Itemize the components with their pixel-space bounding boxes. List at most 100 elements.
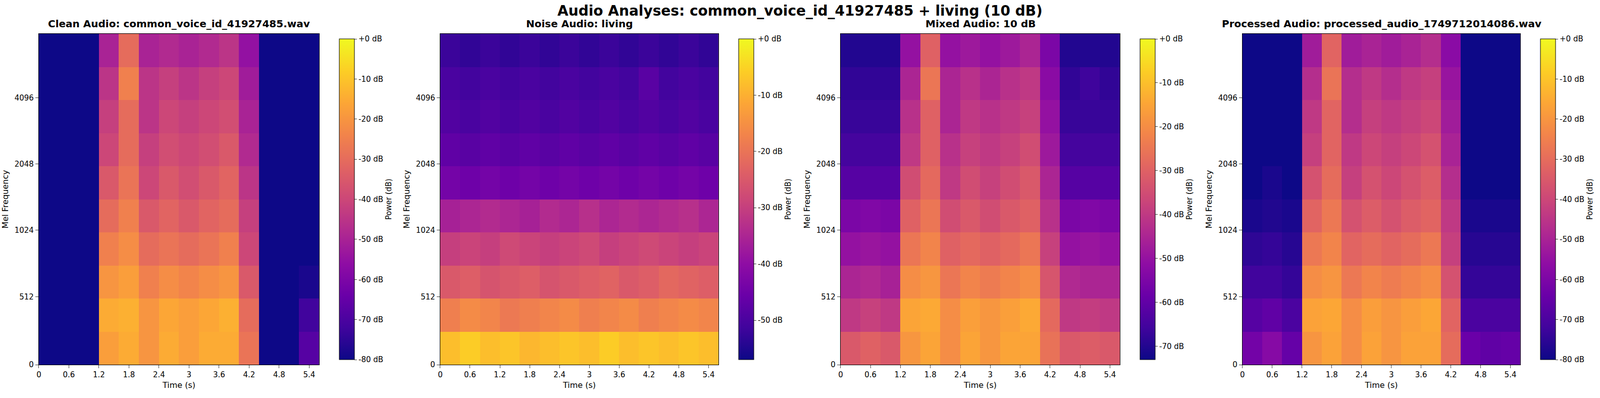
svg-text:Power (dB): Power (dB) [1585, 178, 1595, 221]
svg-text:512: 512 [420, 292, 436, 302]
svg-text:-10 dB: -10 dB [1159, 78, 1184, 88]
svg-text:Mel Frequency: Mel Frequency [1204, 170, 1214, 229]
svg-text:4.2: 4.2 [1044, 370, 1057, 380]
svg-text:2048: 2048 [816, 159, 836, 169]
svg-text:Power (dB): Power (dB) [384, 178, 394, 221]
svg-text:512: 512 [1222, 292, 1238, 302]
svg-text:3.6: 3.6 [213, 370, 226, 380]
svg-text:4.8: 4.8 [1073, 370, 1087, 380]
svg-text:-40 dB: -40 dB [358, 194, 384, 204]
svg-text:Clean Audio: common_voice_id_4: Clean Audio: common_voice_id_41927485.wa… [47, 17, 311, 30]
svg-text:-40 dB: -40 dB [1159, 210, 1184, 220]
svg-text:-50 dB: -50 dB [1159, 253, 1184, 264]
svg-text:Time (s): Time (s) [162, 380, 196, 390]
svg-text:Time (s): Time (s) [963, 380, 997, 390]
svg-text:-50 dB: -50 dB [757, 315, 783, 325]
svg-text:0: 0 [36, 370, 42, 380]
svg-text:5.4: 5.4 [702, 370, 715, 380]
svg-text:-50 dB: -50 dB [1559, 234, 1585, 244]
svg-text:-10 dB: -10 dB [1559, 74, 1585, 84]
svg-text:-10 dB: -10 dB [757, 90, 783, 100]
svg-text:-60 dB: -60 dB [358, 275, 384, 285]
svg-text:-70 dB: -70 dB [358, 315, 384, 325]
svg-text:2.4: 2.4 [954, 370, 967, 380]
svg-text:-50 dB: -50 dB [358, 234, 384, 244]
svg-text:-10 dB: -10 dB [358, 74, 384, 84]
svg-text:0.6: 0.6 [463, 370, 477, 380]
svg-text:-80 dB: -80 dB [1559, 354, 1585, 365]
svg-text:Power (dB): Power (dB) [783, 178, 793, 221]
svg-text:4.2: 4.2 [1444, 370, 1458, 380]
svg-text:3: 3 [988, 370, 994, 380]
svg-text:+0 dB: +0 dB [1559, 34, 1584, 44]
svg-text:1.8: 1.8 [122, 370, 135, 380]
svg-text:-30 dB: -30 dB [1559, 154, 1585, 164]
svg-text:2.4: 2.4 [1355, 370, 1368, 380]
svg-text:0.6: 0.6 [62, 370, 75, 380]
svg-text:0.6: 0.6 [864, 370, 877, 380]
svg-text:Time (s): Time (s) [562, 380, 596, 390]
svg-text:1024: 1024 [816, 225, 836, 235]
svg-text:1.8: 1.8 [523, 370, 536, 380]
svg-text:0: 0 [838, 370, 844, 380]
svg-text:4.2: 4.2 [642, 370, 655, 380]
svg-text:2.4: 2.4 [553, 370, 566, 380]
svg-text:512: 512 [19, 292, 34, 302]
svg-text:5.4: 5.4 [1504, 370, 1517, 380]
svg-text:0: 0 [28, 359, 34, 370]
svg-text:-70 dB: -70 dB [1559, 315, 1585, 325]
svg-text:4.8: 4.8 [673, 370, 686, 380]
svg-text:1.8: 1.8 [924, 370, 937, 380]
svg-text:Noise Audio: living: Noise Audio: living [526, 17, 634, 30]
svg-text:+0 dB: +0 dB [358, 34, 383, 44]
svg-text:Mel Frequency: Mel Frequency [802, 170, 812, 229]
svg-text:2048: 2048 [14, 159, 34, 169]
svg-text:-30 dB: -30 dB [1159, 166, 1184, 176]
svg-text:-40 dB: -40 dB [1559, 194, 1585, 204]
svg-text:3: 3 [586, 370, 592, 380]
svg-text:-20 dB: -20 dB [1559, 114, 1585, 124]
svg-text:Processed Audio: processed_aud: Processed Audio: processed_audio_1749712… [1221, 17, 1542, 30]
svg-text:-60 dB: -60 dB [1559, 275, 1585, 285]
svg-text:Audio Analyses: common_voice_i: Audio Analyses: common_voice_id_41927485… [557, 2, 1043, 20]
svg-text:1024: 1024 [1218, 225, 1238, 235]
svg-text:+0 dB: +0 dB [757, 34, 782, 44]
svg-text:4096: 4096 [1218, 93, 1238, 103]
svg-text:-80 dB: -80 dB [358, 354, 384, 365]
svg-text:Mixed Audio: 10 dB: Mixed Audio: 10 dB [925, 17, 1036, 30]
svg-text:5.4: 5.4 [1104, 370, 1117, 380]
svg-text:4096: 4096 [14, 93, 34, 103]
svg-text:-20 dB: -20 dB [757, 146, 783, 157]
svg-text:-70 dB: -70 dB [1159, 341, 1184, 351]
svg-text:1024: 1024 [14, 225, 34, 235]
svg-text:4.2: 4.2 [242, 370, 255, 380]
svg-text:3.6: 3.6 [612, 370, 626, 380]
svg-text:2048: 2048 [416, 159, 436, 169]
svg-text:-20 dB: -20 dB [358, 114, 384, 124]
svg-text:Time (s): Time (s) [1364, 380, 1399, 390]
svg-text:1.2: 1.2 [894, 370, 907, 380]
svg-text:512: 512 [820, 292, 836, 302]
svg-text:0: 0 [830, 359, 836, 370]
svg-text:Mel Frequency: Mel Frequency [401, 170, 412, 229]
svg-text:Mel Frequency: Mel Frequency [0, 170, 11, 229]
svg-text:-20 dB: -20 dB [1159, 122, 1184, 132]
svg-text:0: 0 [430, 359, 436, 370]
svg-text:Power (dB): Power (dB) [1184, 178, 1195, 221]
svg-text:-40 dB: -40 dB [757, 259, 783, 269]
svg-text:3.6: 3.6 [1014, 370, 1027, 380]
svg-text:3: 3 [186, 370, 192, 380]
svg-text:4096: 4096 [816, 93, 836, 103]
svg-text:3: 3 [1388, 370, 1395, 380]
svg-text:0: 0 [437, 370, 443, 380]
svg-text:4.8: 4.8 [1474, 370, 1487, 380]
svg-text:3.6: 3.6 [1415, 370, 1428, 380]
svg-text:0: 0 [1232, 359, 1238, 370]
svg-text:4096: 4096 [416, 93, 436, 103]
svg-text:2.4: 2.4 [152, 370, 166, 380]
svg-text:0: 0 [1240, 370, 1246, 380]
svg-text:1.2: 1.2 [493, 370, 506, 380]
svg-text:4.8: 4.8 [273, 370, 286, 380]
svg-text:1.2: 1.2 [1296, 370, 1309, 380]
svg-text:2048: 2048 [1218, 159, 1238, 169]
